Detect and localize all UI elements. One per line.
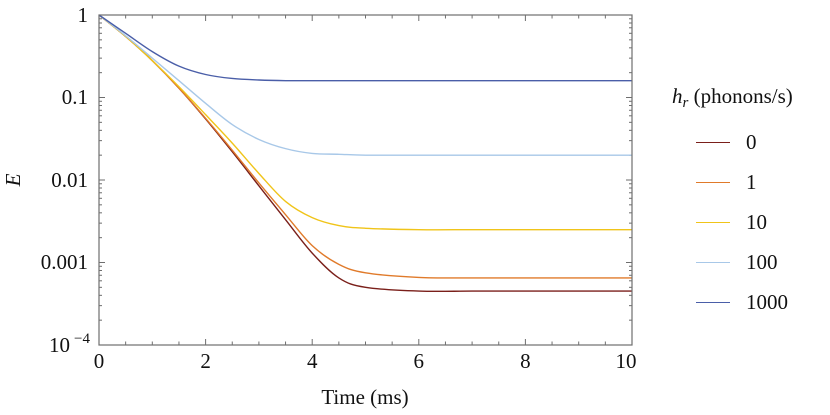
y-axis-title: E: [1, 173, 25, 187]
curve-hr-10: [98, 14, 632, 231]
y-tick-label: 10: [49, 333, 70, 357]
legend-title-units: (phonons/s): [688, 84, 793, 108]
y-tick-label: 1: [78, 3, 89, 27]
x-axis-title: Time (ms): [321, 385, 408, 409]
x-tick-label: 4: [307, 349, 318, 373]
legend-label: 100: [746, 249, 778, 274]
legend-title-subscript: r: [682, 95, 689, 111]
legend-item-100: 100: [672, 242, 830, 282]
legend-swatch: [696, 221, 730, 223]
curve-hr-100: [98, 14, 632, 156]
y-tick-label: 0.01: [51, 168, 88, 192]
legend-label: 0: [746, 129, 757, 154]
legend-swatch: [696, 141, 730, 143]
data-curves: [98, 14, 632, 293]
legend-label: 1: [746, 169, 757, 194]
minor-ticks: [98, 15, 633, 346]
legend-item-1000: 1000: [672, 282, 830, 322]
y-tick-label: 0.001: [41, 250, 88, 274]
curve-hr-0: [98, 14, 632, 293]
legend-item-1: 1: [672, 162, 830, 202]
y-tick-label: 0.1: [62, 85, 88, 109]
legend-item-0: 0: [672, 122, 830, 162]
y-tick-exponent: −4: [74, 331, 90, 347]
x-tick-label: 0: [94, 349, 105, 373]
x-tick-label: 10: [616, 349, 637, 373]
curve-hr-1: [98, 14, 632, 279]
legend-label: 10: [746, 209, 767, 234]
curve-hr-1000: [98, 14, 632, 82]
plot-frame: [98, 14, 633, 346]
legend-label: 1000: [746, 289, 788, 314]
x-tick-label: 8: [520, 349, 531, 373]
legend-swatch: [696, 301, 730, 303]
legend-title-variable: h: [672, 84, 683, 108]
legend-swatch: [696, 261, 730, 263]
legend-swatch: [696, 181, 730, 183]
legend-item-10: 10: [672, 202, 830, 242]
x-tick-label: 2: [200, 349, 211, 373]
legend: hr (phonons/s) 0 1 10 100 1000: [672, 84, 830, 322]
legend-title: hr (phonons/s): [672, 84, 830, 112]
x-tick-label: 6: [414, 349, 425, 373]
